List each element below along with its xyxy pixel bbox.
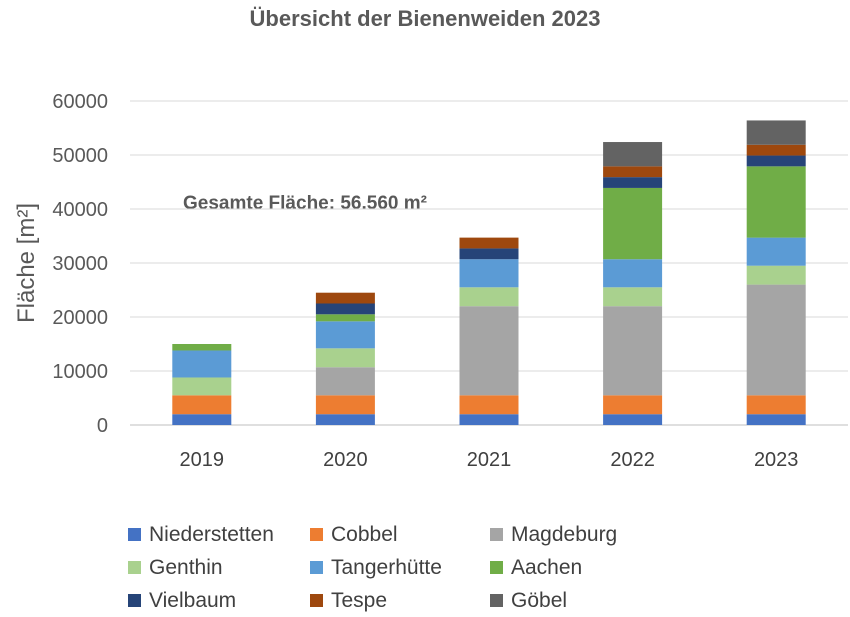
legend-item: Aachen	[490, 555, 670, 580]
legend-label: Aachen	[511, 555, 583, 579]
bar-segment	[315, 292, 375, 304]
bar-segment	[746, 395, 806, 415]
x-tick-label: 2019	[180, 449, 225, 471]
y-tick-label: 0	[97, 415, 108, 437]
legend-item: Göbel	[490, 588, 670, 613]
y-tick-label: 50000	[52, 145, 108, 167]
bar-segment	[746, 120, 806, 145]
y-tick-label: 60000	[52, 91, 108, 113]
bar-segment	[746, 237, 806, 266]
legend-swatch	[310, 594, 323, 607]
legend-swatch	[490, 528, 503, 541]
x-tick-label: 2023	[754, 449, 799, 471]
bar-segment	[603, 187, 663, 260]
bar-segment	[315, 321, 375, 349]
legend-swatch	[310, 561, 323, 574]
x-tick-label: 2022	[610, 449, 655, 471]
bar-segment	[603, 259, 663, 288]
bar-segment	[459, 248, 519, 260]
legend-item: Tespe	[310, 588, 490, 613]
bar-segment	[459, 237, 519, 249]
chart-legend: Niederstetten Cobbel Magdeburg Genthin Tange…	[128, 522, 688, 613]
bar-segment	[315, 395, 375, 415]
y-tick-label: 30000	[52, 253, 108, 275]
bar-segment	[603, 177, 663, 188]
legend-item: Genthin	[128, 555, 310, 580]
chart-title: Übersicht der Bienenweiden 2023	[249, 6, 601, 31]
x-tick-label: 2021	[467, 449, 512, 471]
legend-label: Cobbel	[331, 522, 398, 546]
bar-segment	[172, 377, 232, 396]
bar-segment	[603, 306, 663, 396]
bar-segment	[315, 314, 375, 322]
y-tick-label: 40000	[52, 199, 108, 221]
bar-segment	[603, 395, 663, 415]
legend-label: Tespe	[331, 588, 388, 612]
bar-segment	[459, 395, 519, 415]
legend-item: Magdeburg	[490, 522, 670, 547]
legend-swatch	[490, 561, 503, 574]
bar-segment	[459, 414, 519, 425]
bar-segment	[746, 155, 806, 167]
bar-segment	[172, 395, 232, 415]
bar-segment	[315, 367, 375, 396]
legend-item: Tangerhütte	[310, 555, 490, 580]
bar-segment	[172, 350, 232, 378]
bar-segment	[315, 348, 375, 368]
bar-segment	[603, 287, 663, 307]
bar-segment	[459, 306, 519, 396]
bar-segment	[459, 287, 519, 307]
x-tick-label: 2020	[323, 449, 368, 471]
legend-label: Magdeburg	[511, 522, 618, 546]
legend-swatch	[128, 561, 141, 574]
bar-segment	[746, 166, 806, 238]
bar-segment	[315, 414, 375, 425]
legend-label: Vielbaum	[149, 588, 237, 612]
legend-label: Genthin	[149, 555, 223, 579]
y-tick-label: 20000	[52, 307, 108, 329]
bar-segment	[603, 414, 663, 425]
legend-swatch	[310, 528, 323, 541]
bar-segment	[603, 142, 663, 167]
bar-segment	[459, 259, 519, 288]
bar-segment	[172, 414, 232, 425]
legend-item: Cobbel	[310, 522, 490, 547]
bar-segment	[172, 344, 232, 351]
y-tick-label: 10000	[52, 361, 108, 383]
legend-label: Niederstetten	[149, 522, 274, 546]
bar-segment	[746, 265, 806, 285]
legend-swatch	[128, 594, 141, 607]
bar-segment	[746, 414, 806, 425]
legend-item: Vielbaum	[128, 588, 310, 613]
bar-segment	[746, 284, 806, 396]
bar-segment	[603, 166, 663, 178]
legend-swatch	[490, 594, 503, 607]
legend-swatch	[128, 528, 141, 541]
stacked-bar-chart: 0 10000 20000 30000 40000 50000 60000 2019 2020…	[13, 91, 848, 471]
bar-segment	[746, 144, 806, 156]
legend-label: Göbel	[511, 588, 568, 612]
legend-item: Niederstetten	[128, 522, 310, 547]
y-axis-label: Fläche [m²]	[13, 203, 40, 323]
legend-label: Tangerhütte	[331, 555, 442, 579]
bar-segment	[315, 303, 375, 315]
